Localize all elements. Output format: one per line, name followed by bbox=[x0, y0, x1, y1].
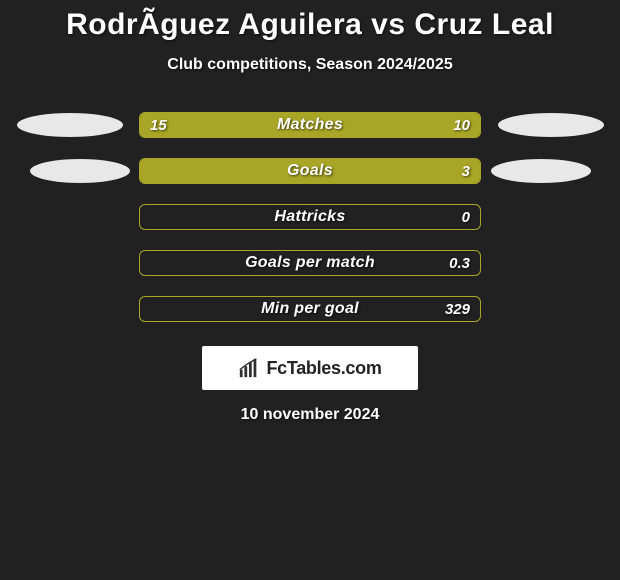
logo-text: FcTables.com bbox=[266, 358, 381, 379]
bar-fill-left bbox=[140, 159, 311, 183]
page-title: RodrÃ­guez Aguilera vs Cruz Leal bbox=[0, 0, 620, 42]
stat-label: Min per goal bbox=[140, 300, 480, 318]
chart-bars-icon bbox=[238, 357, 260, 379]
stat-label: Goals per match bbox=[140, 254, 480, 272]
stat-bar: Goals3 bbox=[139, 158, 481, 184]
stat-row: Hattricks0 bbox=[0, 194, 620, 240]
stat-bar: Hattricks0 bbox=[139, 204, 481, 230]
stat-bar: Min per goal329 bbox=[139, 296, 481, 322]
page-subtitle: Club competitions, Season 2024/2025 bbox=[0, 56, 620, 74]
bar-fill-left bbox=[140, 113, 311, 137]
comparison-stage: Matches1510 Goals3 Hattricks0 Goals per mat… bbox=[0, 102, 620, 332]
player-left-marker bbox=[17, 113, 123, 137]
stat-value-right: 329 bbox=[445, 297, 470, 321]
player-right-marker bbox=[498, 113, 604, 137]
stat-row: Goals per match0.3 bbox=[0, 240, 620, 286]
player-left-marker bbox=[30, 159, 130, 183]
stat-row: Min per goal329 bbox=[0, 286, 620, 332]
stat-value-right: 0 bbox=[462, 205, 470, 229]
stat-bar: Goals per match0.3 bbox=[139, 250, 481, 276]
snapshot-date: 10 november 2024 bbox=[0, 406, 620, 424]
player-right-marker bbox=[491, 159, 591, 183]
stat-value-right: 0.3 bbox=[449, 251, 470, 275]
bar-fill-right bbox=[309, 159, 480, 183]
stat-bar: Matches1510 bbox=[139, 112, 481, 138]
fctables-logo[interactable]: FcTables.com bbox=[202, 346, 418, 390]
stat-label: Hattricks bbox=[140, 208, 480, 226]
bar-fill-right bbox=[309, 113, 480, 137]
